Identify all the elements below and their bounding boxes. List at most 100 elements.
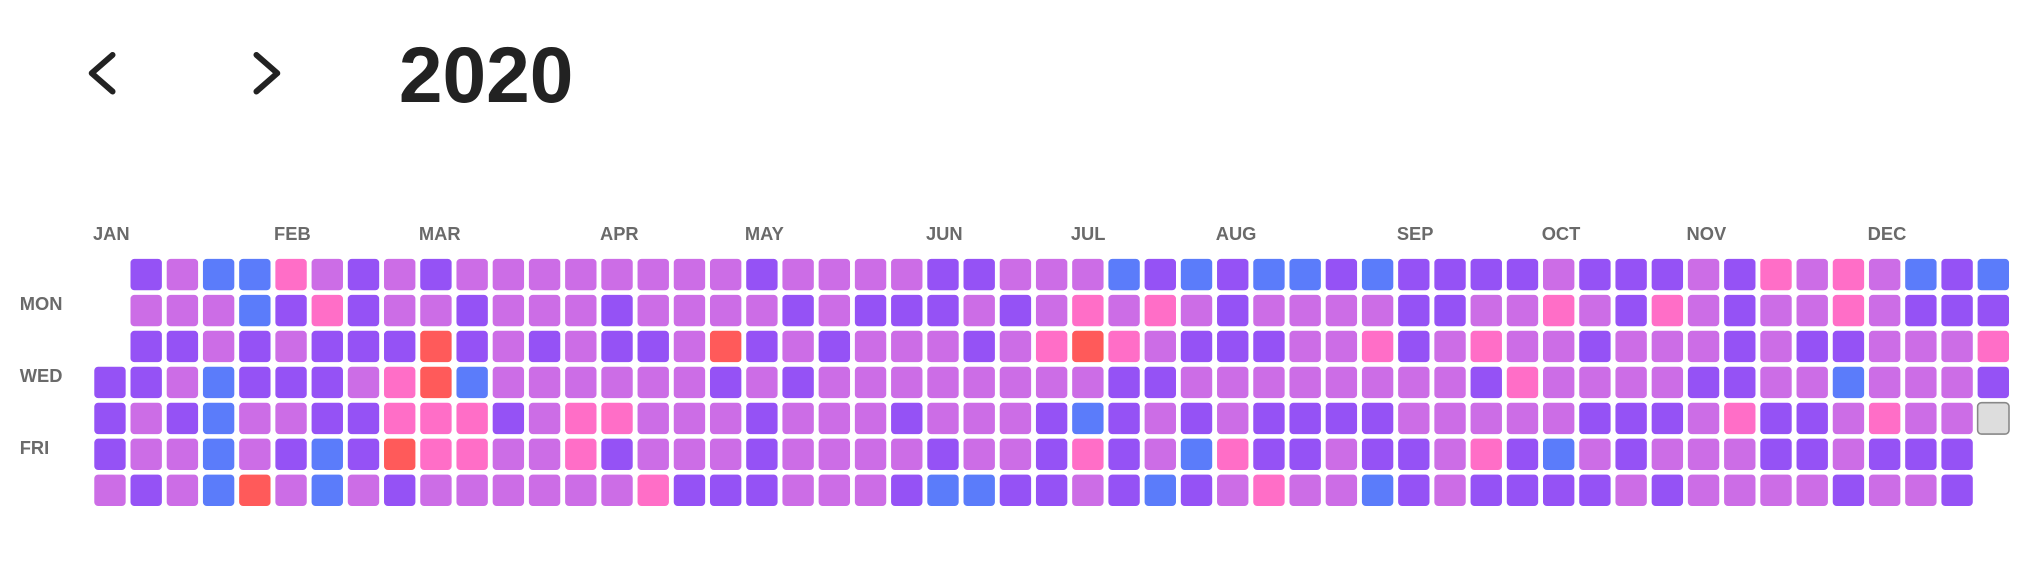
day-cell	[782, 438, 814, 471]
day-cell	[1760, 438, 1792, 471]
month-label: JAN	[93, 223, 130, 244]
day-cell	[1687, 366, 1720, 399]
month-label: MAR	[419, 223, 461, 244]
day-cell	[311, 330, 343, 363]
day-cell	[1760, 294, 1792, 327]
day-cell	[239, 402, 271, 435]
month-label: OCT	[1542, 223, 1581, 244]
day-cell	[1579, 474, 1611, 507]
day-cell	[130, 258, 162, 291]
day-cell	[1615, 366, 1647, 399]
day-cell	[1144, 330, 1176, 363]
day-cell	[1361, 294, 1394, 327]
day-cell	[1434, 366, 1466, 399]
day-cell	[311, 258, 343, 291]
day-cell	[1687, 438, 1720, 471]
day-cell	[311, 438, 343, 471]
day-cell	[854, 258, 887, 291]
day-cell	[1905, 330, 1937, 363]
day-cell	[528, 366, 561, 399]
day-cell	[1651, 474, 1684, 507]
day-cell	[1470, 330, 1502, 363]
day-cell	[1289, 294, 1321, 327]
day-cell	[1687, 258, 1720, 291]
day-cell	[1072, 294, 1104, 327]
month-label: FEB	[274, 223, 311, 244]
day-cell	[94, 438, 126, 471]
day-cell	[1651, 366, 1684, 399]
day-cell	[1651, 294, 1684, 327]
day-cell	[130, 294, 162, 327]
day-cell	[1832, 258, 1865, 291]
day-cell	[1868, 438, 1901, 471]
day-cell	[1361, 258, 1394, 291]
day-cell	[1868, 330, 1901, 363]
day-cell	[492, 438, 525, 471]
day-cell	[1361, 402, 1394, 435]
day-cell	[1905, 294, 1937, 327]
day-cell	[528, 294, 561, 327]
day-cell	[1289, 402, 1321, 435]
day-cell	[1868, 294, 1901, 327]
day-cell	[565, 294, 597, 327]
day-cell	[1687, 402, 1720, 435]
day-cell	[1253, 294, 1285, 327]
day-cell	[746, 258, 778, 291]
day-cell	[275, 474, 307, 507]
day-cell	[1905, 258, 1937, 291]
day-cell	[1289, 438, 1321, 471]
day-cell	[1253, 366, 1285, 399]
day-cell	[1253, 330, 1285, 363]
day-cell	[1868, 258, 1901, 291]
day-cell	[1108, 330, 1140, 363]
day-cell	[528, 402, 561, 435]
day-cell	[1724, 402, 1756, 435]
day-cell	[1687, 474, 1720, 507]
day-cell	[565, 438, 597, 471]
day-cell	[927, 474, 959, 507]
day-cell	[1543, 474, 1575, 507]
day-cell	[1651, 330, 1684, 363]
day-cell	[782, 474, 814, 507]
day-cell	[1760, 366, 1792, 399]
day-cell	[456, 474, 488, 507]
day-cell	[565, 258, 597, 291]
day-cell	[1977, 366, 2010, 399]
day-cell	[456, 366, 488, 399]
day-cell	[1434, 258, 1466, 291]
day-cell	[1325, 474, 1358, 507]
day-cell	[1144, 258, 1176, 291]
day-cell	[1253, 438, 1285, 471]
day-cell	[1108, 258, 1140, 291]
day-cell	[1760, 330, 1792, 363]
day-cell	[782, 294, 814, 327]
day-cell	[456, 294, 488, 327]
day-cell	[1289, 330, 1321, 363]
weekday-label: MON	[20, 293, 63, 314]
next-year-button[interactable]	[253, 51, 281, 95]
day-cell	[1543, 366, 1575, 399]
day-cell	[1941, 438, 1973, 471]
day-cell	[1398, 438, 1430, 471]
day-cell	[1217, 366, 1249, 399]
weekday-label: FRI	[20, 437, 49, 458]
day-cell	[1615, 330, 1647, 363]
day-cell	[1615, 402, 1647, 435]
day-cell	[1180, 438, 1213, 471]
day-cell	[1724, 258, 1756, 291]
day-cell	[239, 474, 271, 507]
day-cell	[1615, 474, 1647, 507]
day-cell	[963, 402, 995, 435]
day-cell	[1832, 474, 1865, 507]
day-cell	[492, 402, 525, 435]
day-cell	[1868, 366, 1901, 399]
day-cell	[1144, 294, 1176, 327]
day-cell	[673, 438, 706, 471]
day-cell	[420, 402, 452, 435]
day-cell	[1144, 366, 1176, 399]
prev-year-button[interactable]	[88, 51, 116, 95]
day-cell	[601, 438, 633, 471]
day-cell	[1651, 258, 1684, 291]
day-cell	[1941, 474, 1973, 507]
day-cell	[1470, 366, 1502, 399]
